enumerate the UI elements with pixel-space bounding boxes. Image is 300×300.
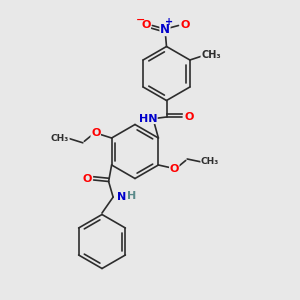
Text: CH₃: CH₃ — [201, 158, 219, 166]
Text: HN: HN — [139, 113, 157, 124]
Text: O: O — [184, 112, 194, 122]
Text: CH₃: CH₃ — [51, 134, 69, 143]
Text: O: O — [169, 164, 179, 174]
Text: N: N — [160, 22, 170, 36]
Text: CH₃: CH₃ — [201, 50, 221, 60]
Text: H: H — [127, 190, 136, 201]
Text: O: O — [91, 128, 100, 138]
Text: N: N — [117, 192, 126, 202]
Text: O: O — [141, 20, 151, 30]
Text: +: + — [165, 16, 174, 27]
Text: −: − — [136, 14, 146, 25]
Text: O: O — [180, 20, 190, 30]
Text: O: O — [82, 173, 92, 184]
